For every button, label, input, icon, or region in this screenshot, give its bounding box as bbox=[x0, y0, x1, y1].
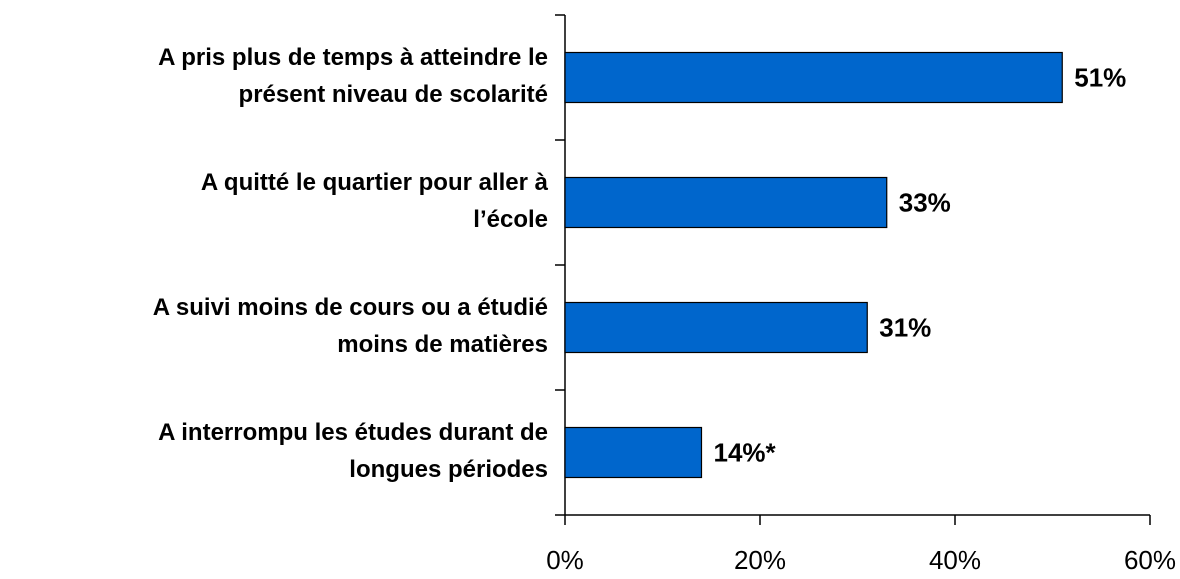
bar bbox=[564, 426, 703, 479]
x-tick-label: 40% bbox=[929, 545, 981, 575]
value-label: 51% bbox=[1074, 62, 1126, 92]
category-label: A quitté le quartier pour aller à l’école bbox=[201, 169, 549, 233]
category-label: A interrompu les études durant de longues… bbox=[158, 419, 548, 483]
bar bbox=[564, 301, 868, 354]
value-label: 31% bbox=[879, 312, 931, 342]
bar bbox=[564, 176, 888, 229]
value-label: 33% bbox=[899, 187, 951, 217]
category-label: A pris plus de temps à atteindre le prése… bbox=[158, 44, 548, 108]
value-label: 14%* bbox=[714, 437, 777, 467]
x-tick-label: 0% bbox=[546, 545, 584, 575]
x-tick-label: 60% bbox=[1124, 545, 1176, 575]
category-label: A suivi moins de cours ou a étudié moins … bbox=[153, 294, 548, 358]
bar bbox=[564, 51, 1063, 104]
x-tick-label: 20% bbox=[734, 545, 786, 575]
